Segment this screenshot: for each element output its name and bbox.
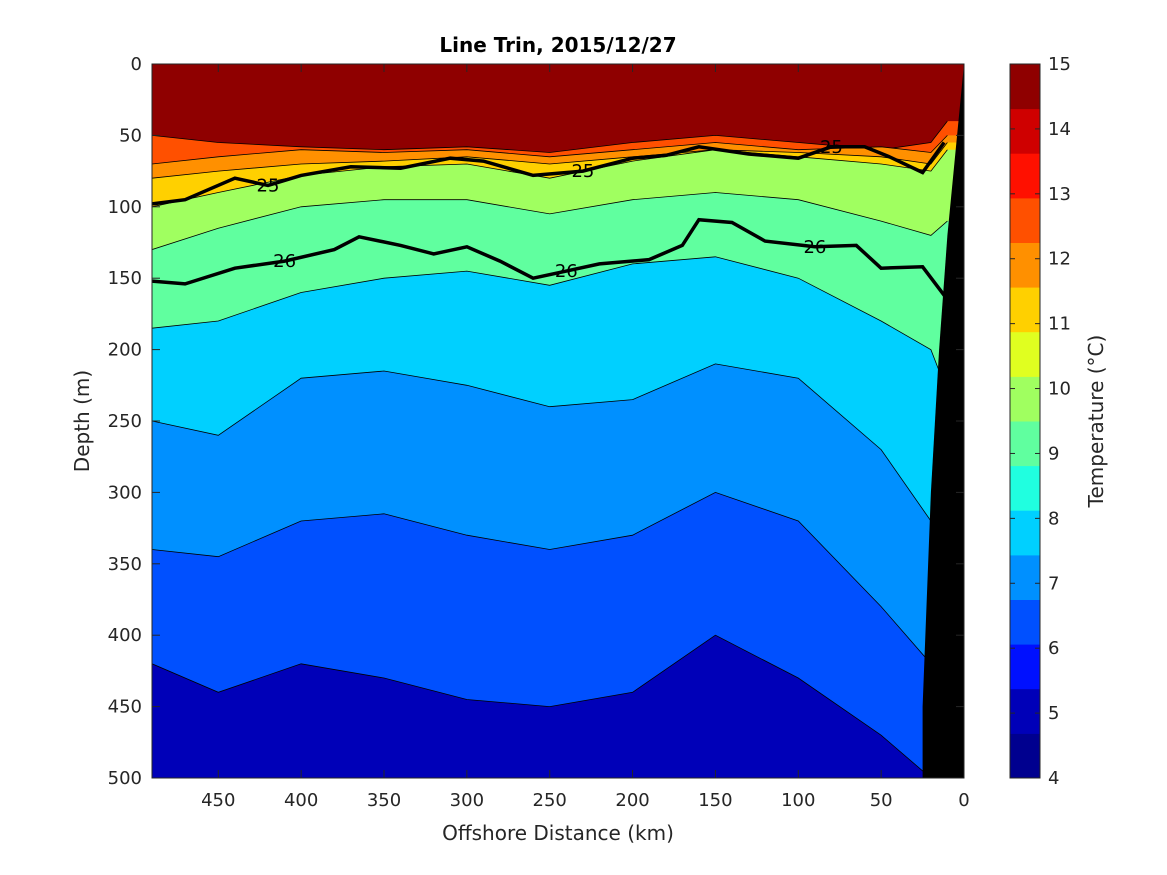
colorbar-tick-label: 11 [1048, 314, 1071, 335]
x-tick-label: 450 [201, 790, 235, 811]
chart-title: Line Trin, 2015/12/27 [439, 33, 676, 57]
colorbar-tick-label: 9 [1048, 443, 1059, 464]
x-axis: 450 400 350 300 250 200 150 100 50 0 [201, 64, 970, 811]
y-tick-label: 400 [108, 625, 142, 646]
y-axis-label: Depth (m) [70, 370, 94, 472]
colorbar-swatch [1010, 64, 1040, 110]
y-tick-label: 300 [108, 482, 142, 503]
contour-label-25: 25 [571, 161, 594, 182]
colorbar-swatch [1010, 421, 1040, 467]
isotherm-6 [152, 491, 948, 736]
colorbar-swatch [1010, 242, 1040, 288]
contour-label-26: 26 [555, 261, 578, 282]
contour-label-26: 26 [803, 237, 826, 258]
colorbar-swatch [1010, 331, 1040, 377]
x-tick-label: 200 [615, 790, 649, 811]
contour-label-25: 25 [257, 175, 280, 196]
colorbar-swatch [1010, 733, 1040, 779]
isotherm-5 [152, 634, 948, 778]
colorbar-tick-label: 4 [1048, 768, 1059, 789]
density-contour-26 [152, 217, 949, 301]
isotherm-7 [152, 363, 948, 607]
isotherm-8 [152, 256, 948, 393]
colorbar-tick-label: 8 [1048, 508, 1059, 529]
colorbar-tick-label: 12 [1048, 249, 1071, 270]
colorbar-swatch [1010, 465, 1040, 511]
y-tick-label: 250 [108, 411, 142, 432]
y-tick-label: 350 [108, 554, 142, 575]
band-5c [152, 635, 964, 778]
x-tick-label: 0 [958, 790, 969, 811]
x-tick-label: 350 [367, 790, 401, 811]
y-tick-label: 100 [108, 197, 142, 218]
isotherm-9 [152, 192, 948, 250]
colorbar-tick-label: 10 [1048, 379, 1071, 400]
colorbar-label: Temperature (°C) [1084, 335, 1108, 509]
temperature-bands [152, 120, 964, 778]
y-tick-label: 0 [131, 54, 142, 75]
y-tick-label: 200 [108, 340, 142, 361]
colorbar-swatch [1010, 153, 1040, 199]
y-tick-label: 50 [119, 125, 142, 146]
y-tick-label: 150 [108, 268, 142, 289]
x-axis-label: Offshore Distance (km) [442, 821, 674, 845]
density-contour-25 [152, 141, 946, 206]
colorbar-swatch [1010, 510, 1040, 556]
y-axis: 0 50 100 150 200 250 300 350 400 450 500 [108, 54, 964, 789]
isotherm-12 [152, 135, 948, 165]
colorbar-swatch [1010, 197, 1040, 243]
seafloor [922, 64, 964, 778]
x-tick-label: 50 [870, 790, 893, 811]
density-contours [152, 141, 949, 301]
bathymetry [922, 64, 964, 778]
x-tick-label: 300 [450, 790, 484, 811]
colorbar-tick-label: 14 [1048, 119, 1071, 140]
colorbar-swatch [1010, 554, 1040, 600]
plot-area [152, 64, 964, 778]
y-tick-label: 500 [108, 768, 142, 789]
colorbar-tick-label: 7 [1048, 573, 1059, 594]
colorbar-swatch [1010, 688, 1040, 734]
x-tick-label: 150 [698, 790, 732, 811]
x-tick-label: 250 [533, 790, 567, 811]
contour-label-25: 25 [820, 137, 843, 158]
colorbar-tick-label: 13 [1048, 184, 1071, 205]
colorbar-tick-label: 5 [1048, 703, 1059, 724]
colorbar-swatch [1010, 287, 1040, 333]
contour-label-26: 26 [273, 251, 296, 272]
x-tick-label: 100 [781, 790, 815, 811]
colorbar-swatch [1010, 376, 1040, 422]
x-tick-label: 400 [284, 790, 318, 811]
y-tick-label: 450 [108, 697, 142, 718]
contour-labels: 25 25 25 26 26 26 [257, 137, 843, 282]
colorbar-swatch [1010, 644, 1040, 690]
colorbar-swatch [1010, 599, 1040, 645]
colorbar-frame [1009, 63, 1041, 779]
colorbar-tick-label: 15 [1048, 54, 1071, 75]
colorbar: 4 5 6 7 8 9 10 11 12 13 14 15 [1009, 54, 1071, 789]
colorbar-swatch [1010, 108, 1040, 154]
colorbar-tick-label: 6 [1048, 638, 1059, 659]
